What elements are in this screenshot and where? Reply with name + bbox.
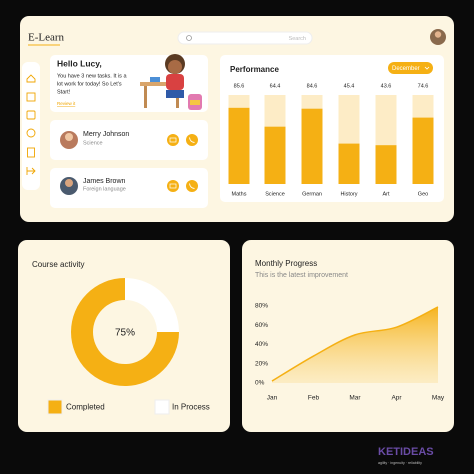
course-card: [18, 240, 230, 432]
y-tick-label: 40%: [255, 341, 268, 348]
teacher-card[interactable]: [50, 168, 208, 208]
search-icon: [186, 35, 192, 41]
x-tick-label: Art: [382, 191, 390, 197]
dropdown-caret: [424, 66, 430, 70]
teacher-name: James Brown: [83, 178, 126, 185]
greeting-title: Hello Lucy,: [57, 58, 102, 68]
legend-label: Completed: [66, 403, 105, 412]
nav-docs[interactable]: [27, 147, 35, 158]
y-tick-label: 60%: [255, 322, 268, 329]
x-tick-label: Maths: [232, 191, 247, 197]
value-label: 64.4: [270, 83, 281, 89]
teacher-face: [65, 179, 73, 187]
teacher-name: Merry Johnson: [83, 131, 129, 138]
x-tick-label: May: [432, 395, 445, 402]
x-tick-label: German: [302, 191, 322, 197]
area-line: [271, 306, 439, 382]
value-label: 45.4: [344, 83, 355, 89]
y-tick-label: 80%: [255, 303, 268, 310]
teacher-face: [65, 133, 73, 141]
x-tick-label: Apr: [391, 395, 402, 402]
review-link[interactable]: Review it: [57, 101, 76, 106]
month-filter: December: [392, 66, 420, 72]
nav-explore[interactable]: [26, 128, 36, 138]
chart-title: Performance: [230, 65, 279, 74]
nav-logout[interactable]: [26, 167, 36, 175]
x-tick-label: Jan: [267, 395, 278, 402]
greeting-line: Start!: [57, 89, 71, 95]
performance-card: [220, 55, 444, 202]
value-label: 43.6: [381, 83, 392, 89]
teacher-subject: Science: [83, 140, 103, 146]
nav-grid[interactable]: [26, 92, 36, 102]
x-tick-label: Feb: [308, 395, 320, 402]
logo: E-Learn: [28, 32, 65, 44]
mail-icon: [169, 137, 177, 143]
bar: [301, 108, 323, 184]
donut-slice: [71, 278, 179, 386]
teacher-card[interactable]: [50, 120, 208, 160]
sidebar-icons: [26, 74, 36, 175]
illustration: [140, 54, 202, 110]
bar: [375, 145, 397, 184]
y-tick-label: 20%: [255, 360, 268, 367]
watermark-tagline: agility · ingenuity · reliability: [378, 461, 422, 465]
progress-card: [242, 240, 454, 432]
call-button[interactable]: [186, 134, 198, 146]
nav-calendar[interactable]: [26, 110, 36, 120]
chart-subtitle: This is the latest improvement: [255, 272, 348, 279]
chart-title: Course activity: [32, 260, 84, 269]
message-button[interactable]: [167, 134, 179, 146]
watermark-brand: KETIDEAS: [378, 446, 434, 458]
bar: [412, 117, 434, 184]
donut-label: 75%: [115, 328, 135, 339]
x-tick-label: Geo: [418, 191, 428, 197]
mail-icon: [169, 183, 177, 189]
chart-title: Monthly Progress: [255, 259, 317, 268]
search-bar[interactable]: [177, 31, 313, 45]
value-label: 85.6: [234, 83, 245, 89]
nav-home[interactable]: [26, 74, 36, 83]
x-tick-label: History: [340, 191, 357, 197]
search-placeholder: Search: [289, 36, 306, 42]
bar: [264, 126, 286, 184]
x-tick-label: Mar: [349, 395, 361, 402]
month-dropdown[interactable]: [388, 62, 433, 74]
sidebar: [22, 62, 40, 190]
call-button[interactable]: [186, 180, 198, 192]
phone-icon: [189, 183, 195, 189]
greeting-line: You have 3 new tasks. It is a: [57, 73, 127, 79]
value-label: 84.6: [307, 83, 318, 89]
bar: [338, 143, 360, 184]
message-button[interactable]: [167, 180, 179, 192]
legend-swatch: [47, 399, 63, 415]
greeting-line: lot work for today! So Let's: [57, 81, 122, 87]
area-fill: [272, 306, 438, 383]
donut-slice: [125, 278, 179, 332]
value-label: 74.6: [418, 83, 429, 89]
bar: [228, 107, 250, 184]
teacher-subject: Foreign language: [83, 186, 126, 192]
phone-icon: [189, 137, 195, 143]
x-tick-label: Science: [265, 191, 285, 197]
avatar-face: [434, 31, 442, 38]
y-tick-label: 0%: [255, 380, 265, 387]
legend-swatch: [154, 399, 170, 415]
legend-label: In Process: [172, 403, 210, 412]
